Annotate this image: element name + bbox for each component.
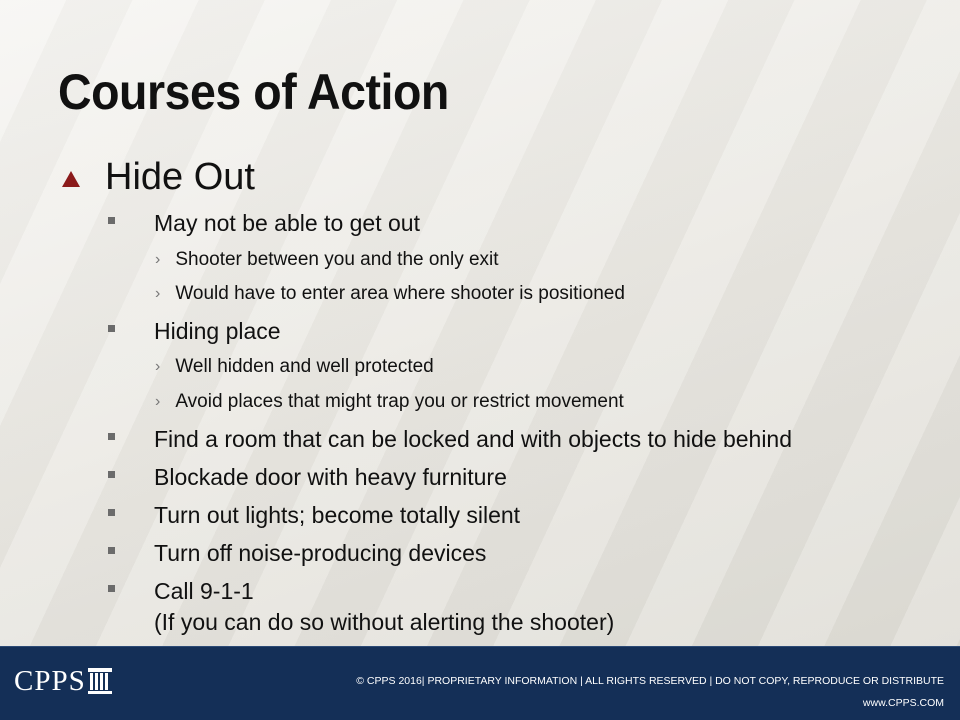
bullet-item: Hiding place: [108, 316, 281, 347]
bullet-text: Blockade door with heavy furniture: [154, 464, 507, 490]
background-pattern: [0, 0, 960, 646]
bullet-text-continued: (If you can do so without alerting the s…: [154, 609, 615, 635]
chevron-right-icon: ›: [155, 251, 161, 268]
website-link[interactable]: www.CPPS.COM: [862, 697, 944, 709]
bullet-item: Call 9-1-1 (If you can do so without ale…: [108, 576, 614, 638]
bullet-text: Turn out lights; become totally silent: [154, 502, 521, 528]
square-bullet-icon: [108, 509, 115, 516]
chevron-right-icon: ›: [155, 285, 161, 302]
square-bullet-icon: [108, 433, 115, 440]
triangle-bullet-icon: [62, 171, 80, 187]
bullet-text: May not be able to get out: [154, 210, 420, 236]
slide: Courses of Action Hide Out May not be ab…: [0, 0, 960, 646]
sub-bullet-text: Avoid places that might trap you or rest…: [175, 391, 624, 412]
bullet-text: Find a room that can be locked and with …: [154, 426, 793, 452]
column-icon: [87, 668, 112, 694]
square-bullet-icon: [108, 217, 115, 224]
bullet-item: Turn out lights; become totally silent: [108, 500, 520, 531]
bullet-text-block: Call 9-1-1 (If you can do so without ale…: [154, 576, 614, 638]
sub-bullet-item: › Would have to enter area where shooter…: [155, 282, 625, 306]
cpps-logo: CPPS: [14, 665, 112, 697]
sub-bullet-item: › Shooter between you and the only exit: [155, 248, 499, 272]
sub-bullet-text: Would have to enter area where shooter i…: [175, 283, 625, 304]
sub-bullet-text: Well hidden and well protected: [175, 356, 434, 377]
sub-bullet-item: › Well hidden and well protected: [155, 355, 434, 379]
sub-bullet-item: › Avoid places that might trap you or re…: [155, 390, 624, 414]
square-bullet-icon: [108, 471, 115, 478]
bullet-text: Hiding place: [154, 318, 281, 344]
footer-bar: CPPS © CPPS 2016| PROPRIETARY INFORMATIO…: [0, 646, 960, 720]
bullet-item: Blockade door with heavy furniture: [108, 462, 507, 493]
square-bullet-icon: [108, 585, 115, 592]
heading-bullet: Hide Out: [62, 154, 255, 200]
bullet-item: May not be able to get out: [108, 208, 420, 239]
copyright-text: © CPPS 2016| PROPRIETARY INFORMATION | A…: [356, 675, 944, 687]
bullet-item: Turn off noise-producing devices: [108, 538, 486, 569]
logo-text: CPPS: [14, 665, 86, 697]
square-bullet-icon: [108, 325, 115, 332]
slide-title: Courses of Action: [58, 64, 449, 120]
square-bullet-icon: [108, 547, 115, 554]
bullet-text: Turn off noise-producing devices: [154, 540, 487, 566]
chevron-right-icon: ›: [155, 393, 161, 410]
sub-bullet-text: Shooter between you and the only exit: [175, 249, 499, 270]
chevron-right-icon: ›: [155, 358, 161, 375]
bullet-item: Find a room that can be locked and with …: [108, 424, 792, 455]
bullet-text: Call 9-1-1: [154, 578, 254, 604]
heading-text: Hide Out: [105, 156, 255, 198]
